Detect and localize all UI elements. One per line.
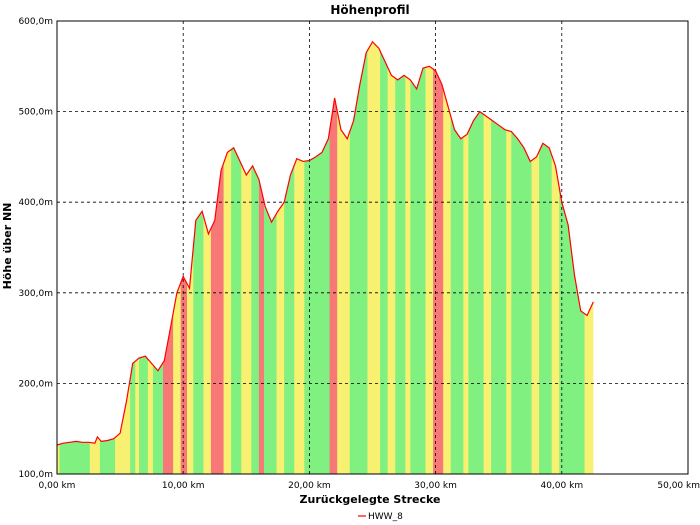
elevation-line	[56, 40, 594, 446]
slope-band-flat	[284, 41, 295, 474]
slope-bands	[57, 41, 594, 474]
slope-band-flat	[130, 41, 136, 474]
slope-band-flat	[99, 41, 116, 474]
x-tick-label: 0,00 km	[39, 481, 76, 491]
y-tick-label: 100,0m	[18, 470, 53, 480]
slope-band-medium	[425, 41, 434, 474]
x-tick-labels: 0,00 km 10,00 km 20,00 km 30,00 km 40,00 km 5…	[39, 481, 700, 491]
slope-band-flat	[251, 41, 260, 474]
slope-band-flat	[304, 41, 330, 474]
slope-band-flat	[511, 41, 532, 474]
slope-band-medium	[241, 41, 252, 474]
slope-band-steep	[180, 41, 188, 474]
x-tick-label: 10,00 km	[162, 481, 205, 491]
x-axis-label: Zurückgelegte Strecke	[300, 493, 441, 506]
y-tick-label: 500,0m	[18, 108, 53, 118]
y-tick-label: 400,0m	[18, 198, 53, 208]
y-tick-label: 300,0m	[18, 289, 53, 299]
slope-band-flat	[349, 41, 368, 474]
slope-band-medium	[173, 41, 182, 474]
slope-band-medium	[463, 41, 469, 474]
legend: HWW_8	[358, 512, 403, 522]
slope-band-medium	[506, 41, 512, 474]
slope-band-medium	[387, 41, 396, 474]
slope-band-flat	[231, 41, 242, 474]
slope-band-flat	[395, 41, 406, 474]
chart-title: Höhenprofil	[330, 3, 409, 17]
slope-band-medium	[186, 41, 194, 474]
slope-band-steep	[210, 41, 224, 474]
slope-band-flat	[152, 41, 164, 474]
slope-band-medium	[115, 41, 131, 474]
y-tick-label: 600,0m	[18, 17, 53, 27]
x-tick-label: 50,00 km	[657, 481, 700, 491]
slope-band-flat	[139, 41, 149, 474]
slope-band-steep	[433, 41, 444, 474]
slope-band-flat	[193, 41, 204, 474]
slope-band-medium	[135, 41, 140, 474]
slope-band-medium	[367, 41, 381, 474]
slope-band-medium	[337, 41, 351, 474]
slope-band-medium	[89, 41, 101, 474]
x-tick-label: 30,00 km	[414, 481, 457, 491]
slope-band-flat	[59, 41, 91, 474]
x-tick-label: 20,00 km	[288, 481, 331, 491]
legend-label-hww-8: HWW_8	[368, 512, 403, 522]
y-tick-label: 200,0m	[18, 379, 53, 389]
plot-frame	[56, 20, 689, 475]
slope-band-flat	[263, 41, 277, 474]
slope-band-medium	[584, 41, 594, 474]
slope-band-flat	[491, 41, 507, 474]
slope-band-steep	[258, 41, 265, 474]
slope-band-flat	[450, 41, 464, 474]
slope-band-medium	[203, 41, 212, 474]
slope-band-flat	[539, 41, 553, 474]
y-axis-label: Höhe über NN	[1, 203, 14, 290]
slope-band-medium	[551, 41, 560, 474]
slope-band-medium	[294, 41, 305, 474]
slope-band-flat	[410, 41, 426, 474]
slope-band-medium	[223, 41, 232, 474]
x-tick-label: 40,00 km	[540, 481, 583, 491]
slope-band-flat	[571, 41, 585, 474]
slope-band-flat	[468, 41, 484, 474]
slope-band-steep	[163, 41, 174, 474]
slope-band-medium	[147, 41, 154, 474]
slope-band-medium	[531, 41, 540, 474]
slope-band-medium	[276, 41, 285, 474]
slope-band-flat	[380, 41, 389, 474]
slope-band-medium	[483, 41, 492, 474]
slope-band-steep	[329, 41, 338, 474]
y-tick-labels: 100,0m 200,0m 300,0m 400,0m 500,0m 600,0m	[18, 17, 53, 480]
slope-band-medium	[405, 41, 411, 474]
slope-band-medium	[443, 41, 452, 474]
slope-band-flat	[559, 41, 573, 474]
